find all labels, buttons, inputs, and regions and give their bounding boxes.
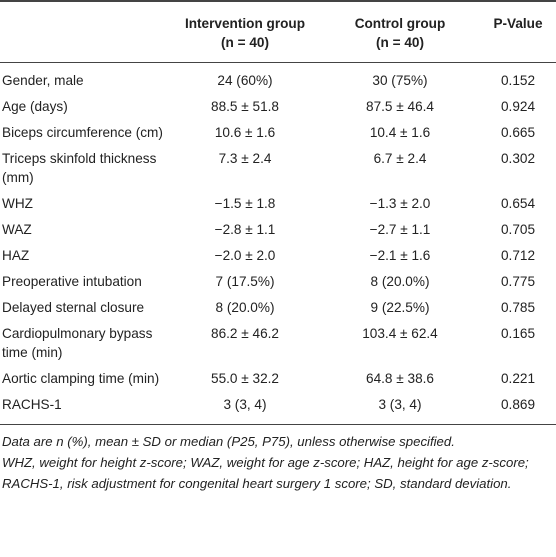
- header-text: P-Value: [493, 16, 543, 31]
- cell: 6.7 ± 2.4: [373, 151, 427, 166]
- cell: 87.5 ± 46.4: [366, 99, 434, 114]
- cell: 0.665: [500, 125, 536, 140]
- cell: 8 (20.0%): [370, 274, 430, 289]
- cell: 10.6 ± 1.6: [214, 125, 276, 140]
- table-row: Age (days) 88.5 ± 51.8 87.5 ± 46.4 0.924: [0, 93, 556, 119]
- cell: −2.7 ± 1.1: [369, 222, 431, 237]
- cell: −1.3 ± 2.0: [369, 196, 431, 211]
- header-cell: Intervention group (n = 40): [170, 1, 320, 63]
- table-row: Delayed sternal closure 8 (20.0%) 9 (22.5%…: [0, 294, 556, 320]
- cell: 3 (3, 4): [378, 397, 422, 412]
- cell: 9 (22.5%): [370, 300, 430, 315]
- row-label: HAZ: [2, 248, 30, 263]
- table-row: HAZ −2.0 ± 2.0 −2.1 ± 1.6 0.712: [0, 242, 556, 268]
- cell: 88.5 ± 51.8: [211, 99, 279, 114]
- table-row: WAZ −2.8 ± 1.1 −2.7 ± 1.1 0.705: [0, 216, 556, 242]
- cell: 0.785: [500, 300, 536, 315]
- row-label: Biceps circumference (cm): [2, 125, 163, 140]
- row-label: WHZ: [2, 196, 33, 211]
- cell: −2.1 ± 1.6: [369, 248, 431, 263]
- cell: 0.705: [500, 222, 536, 237]
- footnote: Data are n (%), mean ± SD or median (P25…: [2, 434, 455, 449]
- table-row: Gender, male 24 (60%) 30 (75%) 0.152: [0, 63, 556, 94]
- table-row: Aortic clamping time (min) 55.0 ± 32.2 64.…: [0, 365, 556, 391]
- cell: 0.654: [500, 196, 536, 211]
- cell: 0.924: [500, 99, 536, 114]
- cell: 0.869: [500, 397, 536, 412]
- cell: 0.221: [500, 371, 536, 386]
- cell: 24 (60%): [217, 73, 273, 88]
- cell: 8 (20.0%): [215, 300, 275, 315]
- footnote: WHZ, weight for height z-score; WAZ, wei…: [2, 455, 529, 470]
- header-text: (n = 40): [376, 35, 424, 50]
- table-row: Preoperative intubation 7 (17.5%) 8 (20.0%…: [0, 268, 556, 294]
- header-text: (n = 40): [221, 35, 269, 50]
- cell: 3 (3, 4): [223, 397, 267, 412]
- table-row: RACHS-1 3 (3, 4) 3 (3, 4) 0.869: [0, 391, 556, 425]
- row-label: Aortic clamping time (min): [2, 371, 160, 386]
- row-label: Age (days): [2, 99, 68, 114]
- cell: 64.8 ± 38.6: [366, 371, 434, 386]
- header-cell: [0, 1, 170, 63]
- header-cell: Control group (n = 40): [320, 1, 480, 63]
- cell: 0.775: [500, 274, 536, 289]
- cell: 0.152: [500, 73, 536, 88]
- cell: 0.165: [500, 326, 536, 341]
- cell: 0.302: [500, 151, 536, 166]
- row-label: WAZ: [2, 222, 32, 237]
- cell: 30 (75%): [372, 73, 428, 88]
- table-row: Cardiopulmonary bypass time (min) 86.2 ± …: [0, 320, 556, 365]
- table-row: Biceps circumference (cm) 10.6 ± 1.6 10.4 …: [0, 119, 556, 145]
- header-text: Intervention group: [184, 16, 306, 31]
- table-row: WHZ −1.5 ± 1.8 −1.3 ± 2.0 0.654: [0, 190, 556, 216]
- table-body: Gender, male 24 (60%) 30 (75%) 0.152 Age (da…: [0, 63, 556, 425]
- data-table: Intervention group (n = 40) Control group (…: [0, 0, 556, 425]
- header-text: Control group: [354, 16, 446, 31]
- cell: 103.4 ± 62.4: [362, 326, 438, 341]
- cell: −1.5 ± 1.8: [214, 196, 276, 211]
- row-label: Delayed sternal closure: [2, 300, 145, 315]
- cell: 7 (17.5%): [215, 274, 275, 289]
- cell: 10.4 ± 1.6: [369, 125, 431, 140]
- row-label: RACHS-1: [2, 397, 62, 412]
- header-cell: P-Value: [480, 1, 556, 63]
- row-label: Gender, male: [2, 73, 84, 88]
- row-label: Triceps skinfold thickness (mm): [2, 151, 157, 185]
- header-row: Intervention group (n = 40) Control group (…: [0, 1, 556, 63]
- footnote: RACHS-1, risk adjustment for congenital …: [2, 476, 512, 491]
- cell: 7.3 ± 2.4: [218, 151, 272, 166]
- cell: 86.2 ± 46.2: [211, 326, 279, 341]
- footnotes: Data are n (%), mean ± SD or median (P25…: [0, 425, 556, 494]
- cell: 55.0 ± 32.2: [211, 371, 279, 386]
- cell: 0.712: [500, 248, 536, 263]
- row-label: Preoperative intubation: [2, 274, 142, 289]
- cell: −2.0 ± 2.0: [214, 248, 276, 263]
- table-row: Triceps skinfold thickness (mm) 7.3 ± 2.4…: [0, 145, 556, 190]
- row-label: Cardiopulmonary bypass time (min): [2, 326, 153, 360]
- cell: −2.8 ± 1.1: [214, 222, 276, 237]
